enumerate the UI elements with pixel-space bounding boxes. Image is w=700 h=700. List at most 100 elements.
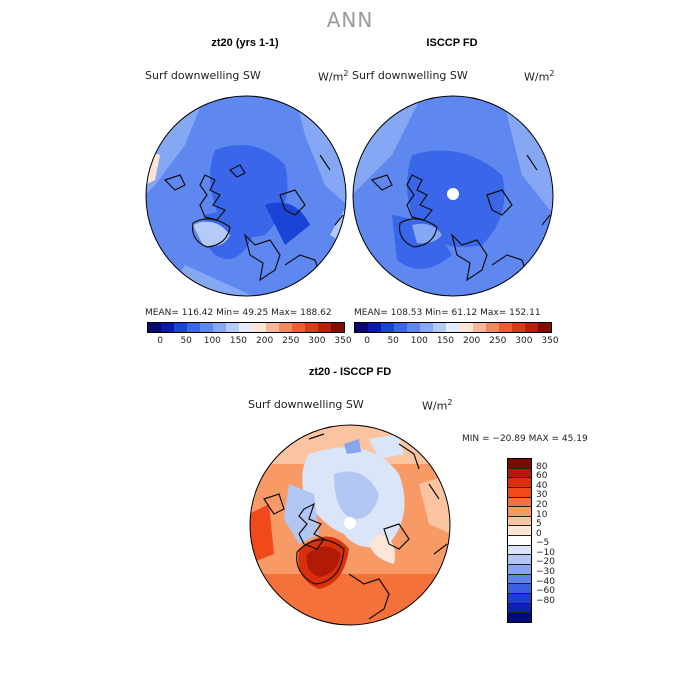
colorbar-swatch [498, 323, 512, 332]
map-obs [352, 95, 554, 297]
colorbar-swatch [485, 323, 499, 332]
panel-unit: W/m2 [318, 69, 349, 84]
colorbar-swatch [200, 323, 214, 332]
colorbar-tick-label: 300 [308, 336, 326, 346]
colorbar-swatch [508, 584, 531, 594]
map-difference [249, 424, 451, 626]
colorbar-swatch [368, 323, 382, 332]
colorbar-swatch [508, 603, 531, 614]
colorbar-tick-label: 350 [334, 336, 352, 346]
colorbar-swatch [252, 323, 266, 332]
colorbar-tick-label: −60 [536, 586, 555, 597]
panel-stats: MEAN= 108.53 Min= 61.12 Max= 152.11 [354, 308, 541, 318]
colorbar-swatch [161, 323, 175, 332]
colorbar-tick-label: 10 [536, 509, 548, 520]
colorbar-swatch [508, 545, 531, 556]
colorbar-swatch [508, 574, 531, 585]
colorbar-tick-label: 50 [387, 336, 399, 346]
colorbar-swatch [508, 516, 531, 527]
colorbar-tick-label: −10 [536, 547, 555, 558]
panel-variable-label: Surf downwelling SW [352, 69, 468, 82]
colorbar-swatch [524, 323, 538, 332]
colorbar [354, 322, 552, 333]
colorbar-tick-label: −20 [536, 557, 555, 568]
map-model [145, 95, 347, 297]
colorbar-swatch [508, 526, 531, 537]
colorbar-swatch [330, 323, 344, 332]
colorbar-swatch [381, 323, 395, 332]
colorbar-swatch [355, 323, 369, 332]
colorbar-swatch [213, 323, 227, 332]
colorbar-swatch [304, 323, 318, 332]
colorbar-swatch [446, 323, 460, 332]
diff-unit: W/m2 [422, 398, 453, 413]
colorbar-swatch [508, 536, 531, 546]
diff-variable-label: Surf downwelling SW [248, 398, 364, 411]
colorbar-swatch [508, 459, 531, 469]
colorbar-swatch [407, 323, 421, 332]
colorbar-ticks: 0 50 100 150 200 250 300 350 [147, 336, 351, 348]
colorbar-tick-label: 50 [180, 336, 192, 346]
colorbar-swatch [472, 323, 486, 332]
colorbar-ticks: 0 50 100 150 200 250 300 350 [354, 336, 558, 348]
colorbar-swatch [508, 497, 531, 508]
colorbar [147, 322, 345, 333]
diff-stats: MIN = −20.89 MAX = 45.19 [462, 434, 588, 444]
panel-title-model: zt20 (yrs 1-1) [211, 37, 279, 49]
colorbar-tick-label: 20 [536, 499, 548, 510]
colorbar-tick-label: 300 [515, 336, 533, 346]
colorbar-swatch [508, 487, 531, 498]
colorbar-tick-label: 250 [282, 336, 300, 346]
diff-colorbar [507, 458, 532, 623]
colorbar-swatch [508, 565, 531, 575]
colorbar-tick-label: 200 [463, 336, 481, 346]
diff-colorbar-labels: 80 60 40 30 20 10 5 0 −5 −10 −20 −30 −40 −60 −80 [536, 458, 576, 621]
colorbar-tick-label: 150 [229, 336, 248, 346]
colorbar-swatch [278, 323, 292, 332]
colorbar-swatch [511, 323, 525, 332]
colorbar-tick-label: −80 [536, 595, 555, 606]
diff-title: zt20 - ISCCP FD [308, 366, 392, 378]
colorbar-tick-label: 0 [157, 336, 163, 346]
colorbar-swatch [508, 555, 531, 566]
colorbar-swatch [508, 593, 531, 604]
colorbar-swatch [508, 478, 531, 488]
colorbar-swatch [508, 507, 531, 517]
panel-variable-label: Surf downwelling SW [145, 69, 261, 82]
colorbar-tick-label: −5 [536, 538, 550, 549]
panel-title-obs: ISCCP FD [426, 37, 478, 49]
colorbar-tick-label: 0 [364, 336, 370, 346]
colorbar-tick-label: 40 [536, 480, 548, 491]
colorbar-tick-label: 0 [536, 528, 542, 539]
colorbar-swatch [239, 323, 253, 332]
colorbar-swatch [537, 323, 551, 332]
colorbar-tick-label: 100 [410, 336, 428, 346]
colorbar-tick-label: 60 [536, 471, 548, 482]
panel-stats: MEAN= 116.42 Min= 49.25 Max= 188.62 [145, 308, 332, 318]
colorbar-tick-label: 150 [436, 336, 455, 346]
colorbar-swatch [508, 613, 531, 622]
colorbar-swatch [265, 323, 279, 332]
colorbar-swatch [226, 323, 240, 332]
colorbar-tick-label: 250 [489, 336, 507, 346]
colorbar-swatch [174, 323, 188, 332]
colorbar-swatch [394, 323, 408, 332]
colorbar-tick-label: 200 [256, 336, 274, 346]
colorbar-swatch [291, 323, 305, 332]
colorbar-tick-label: 350 [541, 336, 559, 346]
colorbar-swatch [317, 323, 331, 332]
colorbar-swatch [148, 323, 162, 332]
colorbar-tick-label: −40 [536, 576, 555, 587]
colorbar-tick-label: −30 [536, 567, 555, 578]
colorbar-swatch [508, 468, 531, 479]
colorbar-tick-label: 100 [203, 336, 221, 346]
colorbar-swatch [433, 323, 447, 332]
colorbar-tick-label: 30 [536, 490, 548, 501]
colorbar-tick-label: 80 [536, 461, 548, 472]
page-title: ANN [326, 8, 374, 32]
colorbar-tick-label: 5 [536, 519, 542, 530]
colorbar-swatch [420, 323, 434, 332]
colorbar-swatch [459, 323, 473, 332]
panel-unit: W/m2 [524, 69, 555, 84]
colorbar-swatch [187, 323, 201, 332]
